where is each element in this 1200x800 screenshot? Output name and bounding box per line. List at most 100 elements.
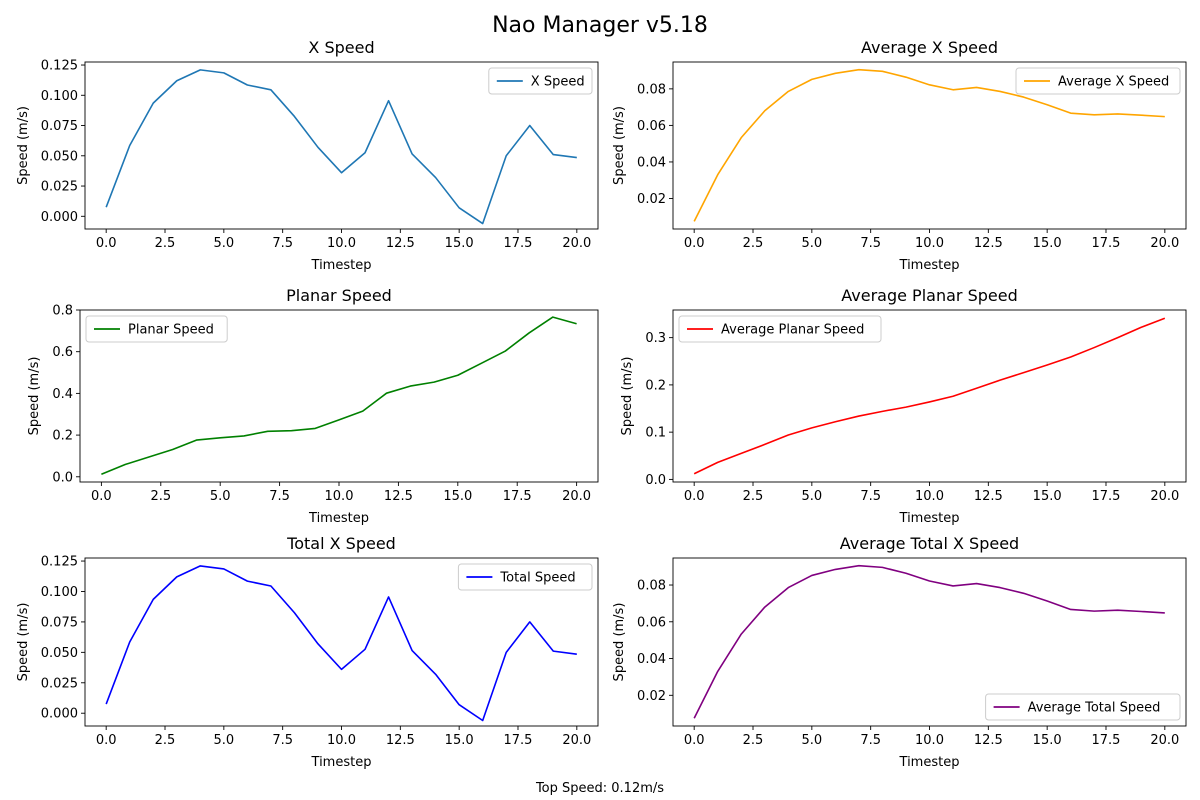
legend: X Speed [488,67,593,95]
legend: Average Planar Speed [678,315,882,343]
x-tick-label: 0.0 [91,489,112,504]
legend: Total Speed [457,563,593,591]
chart-title: X Speed [308,38,374,57]
y-axis-label: Speed (m/s) [27,357,42,436]
legend-box [985,693,1181,721]
x-tick-label: 0.0 [684,236,705,251]
legend-box [457,563,593,591]
x-tick-label: 17.5 [504,236,533,251]
y-tick-label: 0.050 [41,646,78,661]
y-tick-label: 0.02 [637,192,666,207]
chart-panel: Average X Speed 0.0 2.5 5.0 7.5 10.0 12.5 15.0 1… [612,38,1187,273]
x-tick-label: 20.0 [562,489,591,504]
legend-box [488,67,593,95]
legend: Planar Speed [85,315,228,343]
y-tick-label: 0.4 [52,387,73,402]
y-tick-label: 0.04 [637,155,666,170]
y-tick-label: 0.100 [41,585,78,600]
x-axis-label: Timestep [899,755,960,770]
x-tick-label: 5.0 [801,236,822,251]
y-tick-label: 0.02 [637,689,666,704]
x-axis-label: Timestep [311,755,372,770]
charts-grid: X Speed 0.0 2.5 5.0 7.5 10.0 12.5 15.0 17.5 20.0 0… [16,38,1187,770]
x-tick-label: 15.0 [1033,236,1062,251]
x-tick-label: 10.0 [915,733,944,748]
x-tick-label: 17.5 [1092,489,1121,504]
y-tick-label: 0.8 [52,304,73,319]
series-line [105,565,577,722]
x-tick-label: 5.0 [801,489,822,504]
x-tick-label: 2.5 [743,236,764,251]
series-line [101,316,577,476]
y-tick-label: 0.04 [637,652,666,667]
y-axis-label: Speed (m/s) [620,357,635,436]
x-tick-label: 2.5 [155,733,176,748]
x-tick-label: 12.5 [384,489,413,504]
y-tick-label: 0.000 [41,707,78,722]
x-axis-label: Timestep [308,511,369,526]
x-tick-label: 7.5 [272,236,293,251]
legend-label: Planar Speed [128,323,214,338]
y-tick-label: 0.025 [41,676,78,691]
x-tick-label: 15.0 [445,236,474,251]
x-tick-label: 2.5 [743,489,764,504]
x-axis-label: Timestep [899,258,960,273]
x-tick-label: 5.0 [801,733,822,748]
chart-title: Average Planar Speed [841,286,1017,305]
y-tick-label: 0.2 [52,429,73,444]
window-title: Nao Manager v5.18 [492,13,708,38]
y-axis-label: Speed (m/s) [612,603,627,682]
x-tick-label: 17.5 [503,489,532,504]
y-tick-label: 0.100 [41,89,78,104]
legend: Average X Speed [1015,67,1181,95]
x-tick-label: 2.5 [150,489,171,504]
x-tick-label: 7.5 [269,489,290,504]
series-line [105,69,577,225]
x-tick-label: 5.0 [213,236,234,251]
y-tick-label: 0.1 [645,426,666,441]
x-tick-label: 5.0 [213,733,234,748]
y-tick-label: 0.075 [41,615,78,630]
x-tick-label: 5.0 [210,489,231,504]
y-axis-label: Speed (m/s) [16,106,31,185]
x-tick-label: 20.0 [562,236,591,251]
x-tick-label: 10.0 [327,733,356,748]
x-tick-label: 17.5 [504,733,533,748]
chart-panel: Total X Speed 0.0 2.5 5.0 7.5 10.0 12.5 15.0 17.… [16,534,599,770]
x-tick-label: 17.5 [1092,733,1121,748]
y-tick-label: 0.08 [637,579,666,594]
x-tick-label: 2.5 [155,236,176,251]
x-tick-label: 0.0 [684,489,705,504]
y-tick-label: 0.3 [645,331,666,346]
chart-title: Average X Speed [861,38,998,57]
y-tick-label: 0.08 [637,82,666,97]
x-tick-label: 12.5 [386,733,415,748]
x-tick-label: 2.5 [743,733,764,748]
x-tick-label: 15.0 [443,489,472,504]
x-tick-label: 7.5 [860,236,881,251]
y-tick-label: 0.0 [52,470,73,485]
x-tick-label: 12.5 [386,236,415,251]
x-tick-label: 10.0 [915,236,944,251]
x-tick-label: 7.5 [272,733,293,748]
x-tick-label: 15.0 [445,733,474,748]
y-tick-label: 0.000 [41,210,78,225]
top-speed-readout: Top Speed: 0.12m/s [535,781,664,796]
legend-label: Total Speed [499,571,575,586]
y-tick-label: 0.0 [645,473,666,488]
x-tick-label: 12.5 [974,236,1003,251]
x-axis-label: Timestep [311,258,372,273]
legend-label: Average Total Speed [1028,701,1161,716]
legend-label: Average Planar Speed [721,323,864,338]
legend-label: X Speed [531,75,585,90]
y-tick-label: 0.6 [52,345,73,360]
y-tick-label: 0.125 [41,59,78,74]
x-axis-label: Timestep [899,511,960,526]
y-axis-label: Speed (m/s) [16,603,31,682]
y-tick-label: 0.2 [645,378,666,393]
legend-box [678,315,882,343]
chart-panel: X Speed 0.0 2.5 5.0 7.5 10.0 12.5 15.0 17.5 20.0 0… [16,38,599,273]
x-tick-label: 12.5 [974,489,1003,504]
x-tick-label: 20.0 [1150,236,1179,251]
